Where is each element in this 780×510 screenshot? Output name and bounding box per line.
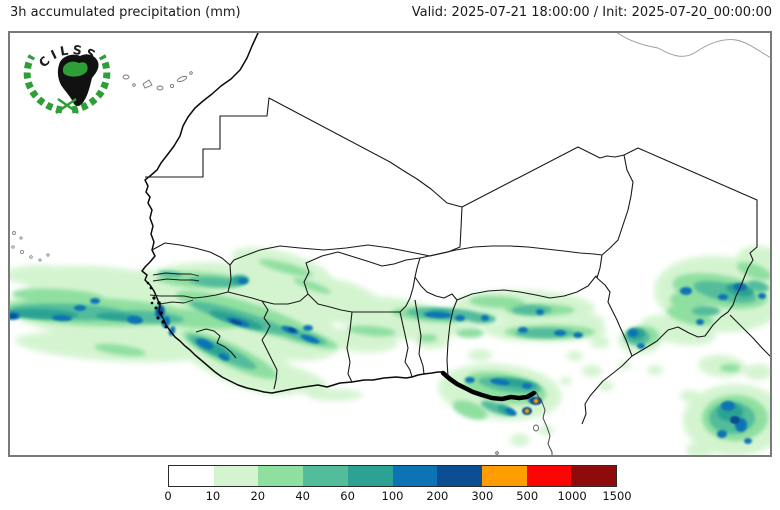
colorbar-ticks: 0 10 20 40 60 100 200 300 500 1000 1500 [164,488,631,504]
colorbar-segment [526,466,572,486]
country-borders [145,97,771,425]
atlantic-coastline [141,32,444,394]
page-title: 3h accumulated precipitation (mm) [10,5,241,20]
colorbar-segments [169,466,617,486]
colorbar-segment [571,466,617,486]
colorbar-tick-label: 60 [340,489,355,503]
colorbar-tick-label: 0 [164,489,172,503]
colorbar-tick-label: 10 [205,489,221,503]
cape-verde-islands [11,231,50,262]
map-background [9,32,771,456]
colorbar-segment [169,466,214,486]
colorbar-tick-label: 20 [250,489,266,503]
laurel-wreath [23,54,111,115]
colorbar-segment [392,466,438,486]
colorbar-tick-label: 300 [471,489,494,503]
map-frame [8,31,772,457]
colorbar-segment [347,466,393,486]
validity-timestamp: Valid: 2025-07-21 18:00:00 / Init: 2025-… [411,5,772,20]
sahel-region-highlight [62,61,88,77]
gulf-of-guinea-islands [495,424,539,455]
colorbar-segment [258,466,304,486]
colorbar-tick-label: 1000 [557,489,587,503]
colorbar-tick-label: 1500 [602,489,632,503]
canary-islands [122,71,193,91]
colorbar-segment [213,466,259,486]
colorbar-tick-label: 500 [516,489,539,503]
colorbar [168,465,617,487]
colorbar-tick-label: 200 [426,489,449,503]
colorbar-segment [303,466,348,486]
colorbar-segment [481,466,527,486]
colorbar-tick-label: 40 [295,489,311,503]
algeria-coastline [615,32,771,59]
coastal-islets [146,281,168,329]
precipitation-extreme-spots [524,398,539,414]
niger-delta-coast [440,370,537,402]
colorbar-segment [437,466,482,486]
precipitation-layer-100-200mm [9,278,766,444]
cameroon-coastline [535,391,553,455]
colorbar-tick-label: 100 [381,489,404,503]
